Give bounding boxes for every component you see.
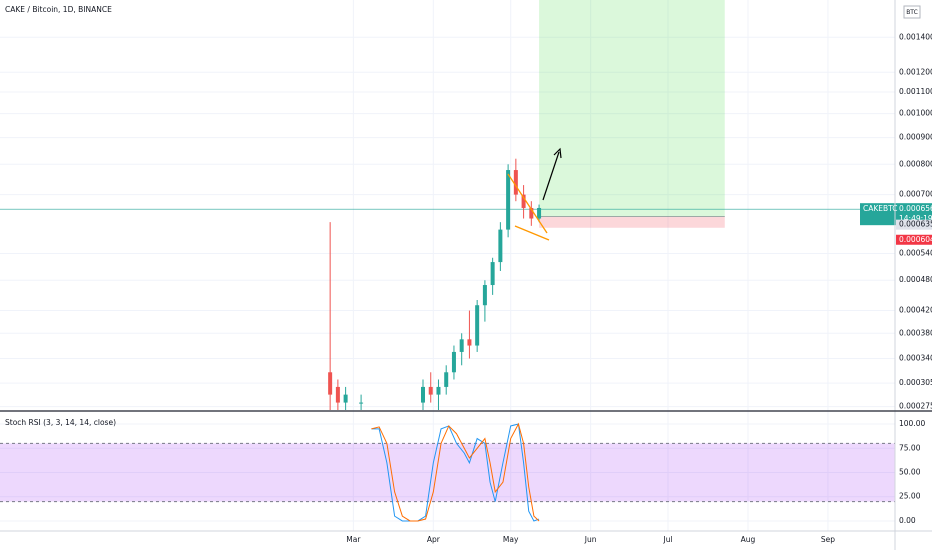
stoch-line [371,422,540,522]
stoch-panel [0,422,895,522]
candle-body [513,170,518,195]
entry-price: 0.0006352 [899,220,932,229]
chart-title: CAKE / Bitcoin, 1D, BINANCE [5,5,112,14]
candle-body [359,402,364,404]
y-tick-label: 0.0009000 [899,133,932,142]
y-tick-label: 100.00 [899,419,925,428]
y-tick-label: 0.0003400 [899,354,932,363]
candle-body [498,229,503,263]
x-tick-label: Apr [427,535,441,544]
y-tick-label: 25.00 [899,492,921,501]
x-tick-label: Jun [584,535,597,544]
indicator-title: Stoch RSI (3, 3, 14, 14, close) [5,418,116,427]
stop-price: 0.0006049 [899,235,932,244]
candle-body [343,394,348,403]
band [0,443,895,502]
candle-body [506,170,511,230]
y-tick-label: 0.0003050 [899,378,932,387]
countdown: 14:49:19 [899,214,932,223]
y-tick-label: 0.0003800 [899,328,932,337]
candle-body [328,372,333,395]
grid [0,0,895,531]
candle-body [444,372,449,387]
y-tick-label: 0.0005400 [899,249,932,258]
y-tick-label: 0.0007000 [899,190,932,199]
y-tick-label: 50.00 [899,468,921,477]
candle-body [490,262,495,286]
arrow-head [553,147,562,159]
candle-body [521,194,526,208]
x-tick-label: Jul [662,535,672,544]
y-tick-label: 0.0012000 [899,67,932,76]
candle-body [475,305,480,346]
candle-body [529,207,534,219]
trend-line [514,225,550,241]
candle-body [420,386,425,403]
entry-tag [896,219,932,230]
candle-body [436,386,441,395]
candle-body [451,351,456,373]
symbol-tag: CAKEBTC [863,204,898,213]
currency-box [903,5,921,19]
candle-body [428,386,433,395]
trend-line [507,173,548,234]
y-tick-label: 0.0014000 [899,32,932,41]
candle-body [537,207,542,219]
candle-body [467,339,472,346]
y-tick-label: 0.0010000 [899,109,932,118]
currency: BTC [906,9,918,16]
stop-tag [896,234,932,245]
y-tick-label: 0.0004200 [899,306,932,315]
y-tick-label: 0.0011000 [899,87,932,96]
y-tick-label: 75.00 [899,443,921,452]
y-tick-label: 0.0004800 [899,275,932,284]
y-tick-label: 0.0002750 [899,402,932,411]
x-tick-label: May [503,535,519,544]
y-tick-label: 0.00 [899,516,916,525]
candle-body [335,386,340,403]
x-tick-label: Mar [346,535,361,544]
stop-zone [539,216,725,228]
last-price: 0.0006565 [899,204,932,213]
main-panel [0,0,895,410]
candle-body [459,339,464,352]
x-tick-label: Aug [741,535,756,544]
axis: Mar Apr May Jun Jul Aug Sep 0.0014000 0.0012000 0… [346,32,932,544]
y-tick-label: 0.0008000 [899,159,932,168]
arrow [542,151,560,201]
x-tick-label: Sep [821,535,835,544]
candle-body [482,285,487,306]
target-zone [539,0,725,217]
